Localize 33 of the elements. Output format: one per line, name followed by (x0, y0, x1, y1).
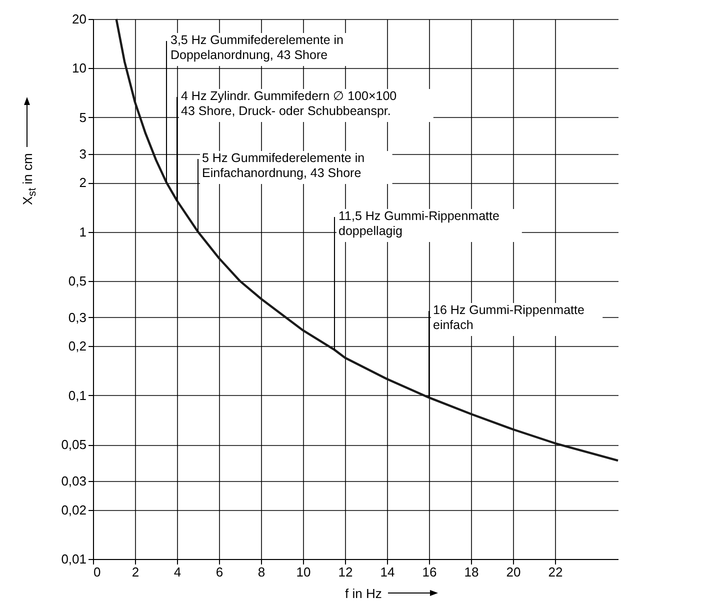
x-tick-label: 20 (506, 564, 521, 580)
x-tick-label: 6 (216, 564, 224, 580)
x-tick-label: 12 (338, 564, 353, 580)
y-tick-label: 0,03 (61, 473, 86, 488)
x-tick-label: 14 (380, 564, 395, 580)
x-tick-label: 18 (464, 564, 479, 580)
y-tick-label: 0,3 (68, 310, 86, 325)
y-tick-label: 20 (72, 12, 86, 26)
y-tick-label: 0,2 (68, 338, 86, 354)
x-tick-label: 8 (258, 564, 266, 580)
x-tick-label: 0 (94, 564, 101, 580)
line-series (115, 18, 620, 462)
annotation: 11,5 Hz Gummi-Rippenmatte doppellagig (338, 209, 500, 238)
annotation: 3,5 Hz Gummifederelemente in Doppelanordnung, 43 Shore (170, 33, 344, 62)
y-tick-label: 0,1 (68, 388, 86, 403)
y-tick-label: 0,5 (68, 274, 86, 289)
y-tick-label: 0,05 (61, 437, 86, 452)
x-tick-label: 16 (422, 564, 437, 580)
y-tick-label: 10 (72, 60, 86, 76)
x-axis-title: f in Hz (345, 586, 383, 601)
x-tick-label: 4 (174, 564, 182, 580)
annotation: 4 Hz Zylindr. Gummifedern ∅ 100×100 43 Shore, Druck- oder Schubbeanspr. (181, 89, 397, 118)
y-tick-label: 0,01 (61, 552, 86, 566)
y-tick-label: 5 (79, 110, 86, 125)
x-tick-label: 22 (548, 564, 563, 580)
annotation: 5 Hz Gummifederelemente in Einfachanordnung, 43 Shore (202, 151, 365, 180)
y-tick-label: 0,02 (61, 502, 86, 518)
y-tick-label: 3 (79, 146, 86, 162)
x-tick-label: 2 (132, 564, 140, 580)
y-tick-label: 2 (79, 175, 86, 190)
x-tick-label: 10 (296, 564, 311, 580)
y-tick-label: 1 (79, 224, 86, 240)
annotation: 16 Hz Gummi-Rippenmatte einfach (433, 303, 584, 332)
